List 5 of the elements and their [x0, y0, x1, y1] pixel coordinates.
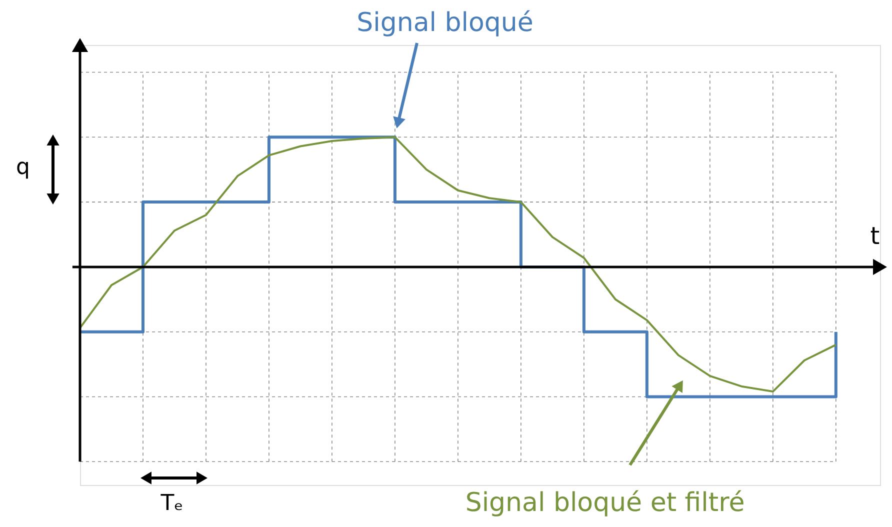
- x-axis-title: t: [870, 222, 880, 250]
- text: Signal bloqué: [356, 8, 534, 38]
- text: q: [16, 155, 30, 180]
- text: Signal bloqué et filtré: [465, 488, 745, 518]
- text: Tₑ: [160, 491, 184, 516]
